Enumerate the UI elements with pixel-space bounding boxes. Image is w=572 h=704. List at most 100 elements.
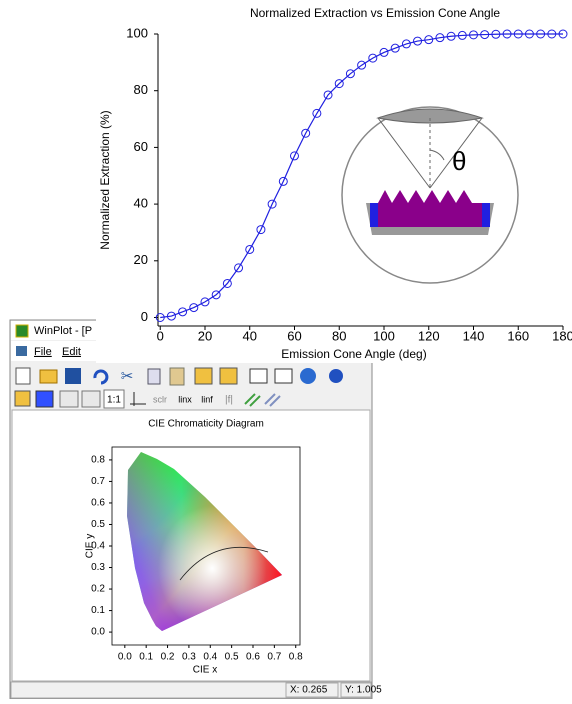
data-point bbox=[189, 303, 199, 313]
cone-edge bbox=[377, 117, 483, 189]
y-tick-label: 100 bbox=[126, 25, 148, 40]
y-tick-label: 0 bbox=[141, 309, 148, 324]
y-tick-label: 0.2 bbox=[91, 584, 105, 595]
tool-button[interactable] bbox=[35, 390, 54, 408]
data-point bbox=[491, 29, 501, 39]
data-point bbox=[558, 29, 568, 39]
data-point bbox=[256, 225, 266, 235]
data-point bbox=[323, 90, 333, 100]
x-tick-label: 100 bbox=[373, 328, 395, 343]
toolbar-label[interactable]: |f| bbox=[225, 395, 233, 406]
tool-button[interactable] bbox=[194, 367, 213, 385]
tool-button[interactable] bbox=[219, 367, 238, 385]
axes-button[interactable] bbox=[130, 392, 146, 406]
y-axis-title: CIE y bbox=[85, 534, 96, 558]
x-axis-title: CIE x bbox=[193, 665, 217, 676]
data-point bbox=[334, 79, 344, 89]
data-point bbox=[345, 69, 355, 79]
tool-button[interactable] bbox=[81, 390, 101, 408]
chart-title: Normalized Extraction vs Emission Cone A… bbox=[250, 6, 500, 20]
data-point bbox=[457, 30, 467, 40]
x-tick-label: 20 bbox=[198, 328, 212, 343]
toolbar-label[interactable]: sclr bbox=[153, 394, 167, 404]
data-point bbox=[390, 43, 400, 53]
data-point bbox=[234, 263, 244, 273]
data-point bbox=[166, 311, 176, 321]
undo-button[interactable] bbox=[93, 369, 109, 385]
cie-chart: CIE Chromaticity Diagram CIE x CIE y 0.0… bbox=[85, 419, 303, 676]
toolbar-label[interactable]: linf bbox=[201, 394, 213, 404]
tool-button[interactable] bbox=[249, 368, 268, 384]
open-button[interactable] bbox=[39, 369, 58, 384]
menu-icon bbox=[16, 346, 27, 356]
y-tick-label: 0.5 bbox=[91, 519, 105, 530]
x-tick-label: 0.3 bbox=[182, 652, 196, 663]
status-y: Y: 1.005 bbox=[345, 685, 382, 696]
y-tick-label: 0.4 bbox=[91, 541, 105, 552]
data-point bbox=[289, 151, 299, 161]
toolbar-label[interactable]: 1:1 bbox=[107, 395, 121, 406]
y-tick-label: 0.6 bbox=[91, 498, 105, 509]
paste-button[interactable] bbox=[169, 367, 185, 386]
y-tick-label: 60 bbox=[134, 139, 148, 154]
x-tick-label: 80 bbox=[332, 328, 346, 343]
device-layer bbox=[378, 190, 482, 227]
y-tick-label: 0.7 bbox=[91, 476, 105, 487]
app-icon bbox=[15, 324, 29, 338]
x-tick-label: 180 bbox=[552, 328, 572, 343]
menu-item[interactable]: Edit bbox=[62, 346, 81, 358]
x-tick-label: 60 bbox=[287, 328, 301, 343]
x-tick-label: 0.4 bbox=[203, 652, 217, 663]
x-tick-label: 0.2 bbox=[161, 652, 175, 663]
data-point bbox=[536, 29, 546, 39]
x-tick-label: 120 bbox=[418, 328, 440, 343]
new-button[interactable] bbox=[15, 367, 31, 385]
status-cell bbox=[340, 682, 372, 698]
refresh-button[interactable] bbox=[300, 368, 316, 384]
y-tick-label: 40 bbox=[134, 196, 148, 211]
data-point bbox=[178, 307, 188, 317]
data-point bbox=[312, 108, 322, 118]
tool-button[interactable] bbox=[59, 390, 79, 408]
tool-button[interactable] bbox=[244, 393, 261, 407]
x-tick-label: 40 bbox=[243, 328, 257, 343]
toolbar-label[interactable]: linx bbox=[178, 394, 192, 404]
status-x: X: 0.265 bbox=[290, 685, 328, 696]
save-button[interactable] bbox=[65, 368, 81, 384]
x-tick-label: 160 bbox=[507, 328, 529, 343]
angle-arc bbox=[429, 149, 445, 161]
data-point bbox=[468, 30, 478, 40]
cut-button[interactable]: ✂ bbox=[121, 368, 134, 385]
y-tick-label: 0.0 bbox=[91, 627, 105, 638]
copy-button[interactable] bbox=[147, 368, 161, 385]
status-cell bbox=[285, 682, 339, 698]
annotation: θ bbox=[452, 146, 466, 176]
tool-button[interactable] bbox=[264, 393, 281, 407]
y-tick-label: 20 bbox=[134, 252, 148, 267]
tool-button[interactable] bbox=[274, 368, 293, 384]
x-tick-label: 140 bbox=[463, 328, 485, 343]
device-side bbox=[482, 203, 490, 227]
x-tick-label: 0.6 bbox=[246, 652, 260, 663]
y-axis-title: Normalized Extraction (%) bbox=[98, 110, 112, 249]
x-tick-label: 0.5 bbox=[225, 652, 239, 663]
chart-title: CIE Chromaticity Diagram bbox=[148, 419, 264, 430]
series-line bbox=[160, 33, 563, 319]
toolbar-2: 1:1 sclr linx linf |f| bbox=[14, 389, 281, 409]
planckian-locus bbox=[179, 546, 269, 581]
data-point bbox=[301, 128, 311, 138]
tool-button[interactable] bbox=[103, 389, 125, 409]
data-point bbox=[357, 60, 367, 70]
tool-button[interactable] bbox=[14, 390, 31, 407]
x-tick-label: 0 bbox=[157, 328, 164, 343]
menu-item[interactable]: File bbox=[34, 346, 52, 358]
extraction-chart: Normalized Extraction vs Emission Cone A… bbox=[96, 0, 572, 363]
y-tick-label: 0.8 bbox=[91, 455, 105, 466]
x-tick-label: 0.0 bbox=[118, 652, 132, 663]
data-point bbox=[368, 53, 378, 63]
data-point bbox=[480, 30, 490, 40]
inset-illustration: θ bbox=[341, 106, 519, 284]
help-button[interactable] bbox=[329, 369, 343, 383]
data-point bbox=[424, 35, 434, 45]
